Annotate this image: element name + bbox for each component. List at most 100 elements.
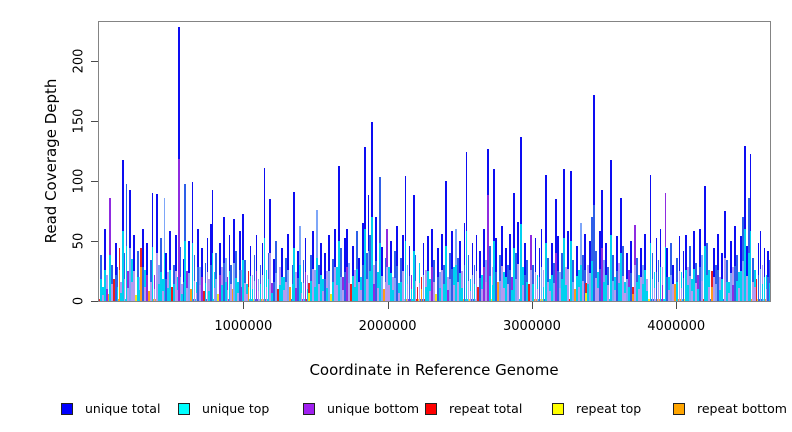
coverage-spike-sub [655,272,658,301]
coverage-spike-sub [239,269,241,301]
coverage-spike [310,255,312,301]
coverage-spike [684,234,687,301]
coverage-spike-sub [257,291,260,301]
coverage-spike [585,282,587,301]
coverage-spike [324,252,326,301]
coverage-spike [316,209,318,301]
coverage-spike [398,282,400,301]
coverage-spike-sub [118,269,121,301]
coverage-spike-sub [585,292,587,301]
coverage-spike-sub [206,272,209,301]
coverage-spike [109,197,111,301]
coverage-spike-sub [312,268,314,301]
coverage-spike-sub [342,290,344,301]
coverage-spike-sub [619,252,622,301]
coverage-spike-sub [634,264,637,301]
coverage-spike [265,269,268,301]
coverage-spike [277,288,280,301]
coverage-spike-sub [127,287,130,301]
coverage-spike-sub [182,281,185,301]
legend-label: repeat top [576,401,642,416]
coverage-spike-sub [557,270,559,301]
coverage-spike-sub [607,285,609,301]
coverage-spike [330,293,332,301]
coverage-spike-sub [763,276,766,301]
coverage-spike-sub [686,285,689,301]
coverage-spike [471,243,474,301]
coverage-spike [661,267,664,301]
coverage-spike-sub [751,281,754,301]
legend-swatch-icon [673,402,685,415]
coverage-spike [416,286,419,301]
coverage-spike-sub [139,290,141,301]
coverage-spike-sub [426,270,429,301]
coverage-spike-sub [731,285,734,301]
coverage-spike [354,269,357,301]
coverage-spike [765,274,768,301]
coverage-spike [240,269,243,301]
coverage-spike [217,293,220,301]
coverage-spike [607,267,609,301]
coverage-spike [394,250,396,301]
legend-item-unique-top: unique top [178,401,269,416]
coverage-spike-sub [396,266,398,301]
coverage-spike [447,276,450,301]
y-tick-mark [91,180,98,182]
coverage-spike-sub [494,272,497,301]
coverage-spike [300,281,303,301]
coverage-spike-sub [142,267,144,301]
coverage-spike-sub [625,279,628,301]
legend-label: unique top [202,401,270,416]
coverage-spike-sub [352,275,355,301]
coverage-spike-sub [561,279,563,301]
coverage-spike-sub [372,284,375,301]
coverage-spike [674,284,677,301]
coverage-spike [443,264,445,301]
coverage-spike [473,264,476,301]
coverage-spike-sub [696,288,699,301]
coverage-spike [718,276,721,301]
x-tick-mark [243,302,245,309]
coverage-spike [565,267,567,301]
coverage-spike [517,221,519,301]
coverage-spike [408,245,411,301]
coverage-spike-sub [240,286,243,301]
coverage-spike-sub [271,292,273,301]
coverage-spike [505,248,507,301]
coverage-spike [601,190,603,301]
coverage-spike-sub [191,243,194,301]
coverage-spike [251,274,254,301]
coverage-spike [434,293,437,301]
coverage-spike-sub [733,266,736,301]
coverage-spike [547,257,549,301]
coverage-spike-sub [646,291,649,301]
y-tick-mark [91,240,98,242]
coverage-spike [120,281,123,301]
coverage-spike-sub [161,291,164,301]
coverage-spike [235,250,237,301]
coverage-spike-sub [420,288,423,301]
coverage-spike-sub [563,238,565,301]
coverage-spike [628,269,630,301]
coverage-spike [116,267,119,301]
coverage-spike-sub [370,216,373,301]
coverage-spike [576,245,578,301]
coverage-spike [230,264,233,301]
coverage-spike-sub [285,281,288,301]
coverage-spike [532,264,535,301]
coverage-spike-sub [273,281,275,301]
coverage-spike-sub [469,291,472,301]
coverage-spike [463,222,466,301]
coverage-spike [708,269,710,301]
coverage-spike-sub [221,285,223,301]
coverage-spike-sub [122,231,124,301]
coverage-spike-sub [424,286,427,301]
coverage-spike-sub [592,204,595,301]
coverage-spike-sub [594,278,597,301]
coverage-spike-sub [507,284,509,301]
coverage-spike [149,260,152,301]
coverage-spike [201,248,203,301]
coverage-spike [273,258,275,301]
coverage-spike [414,255,417,301]
legend-label: repeat total [449,401,523,416]
